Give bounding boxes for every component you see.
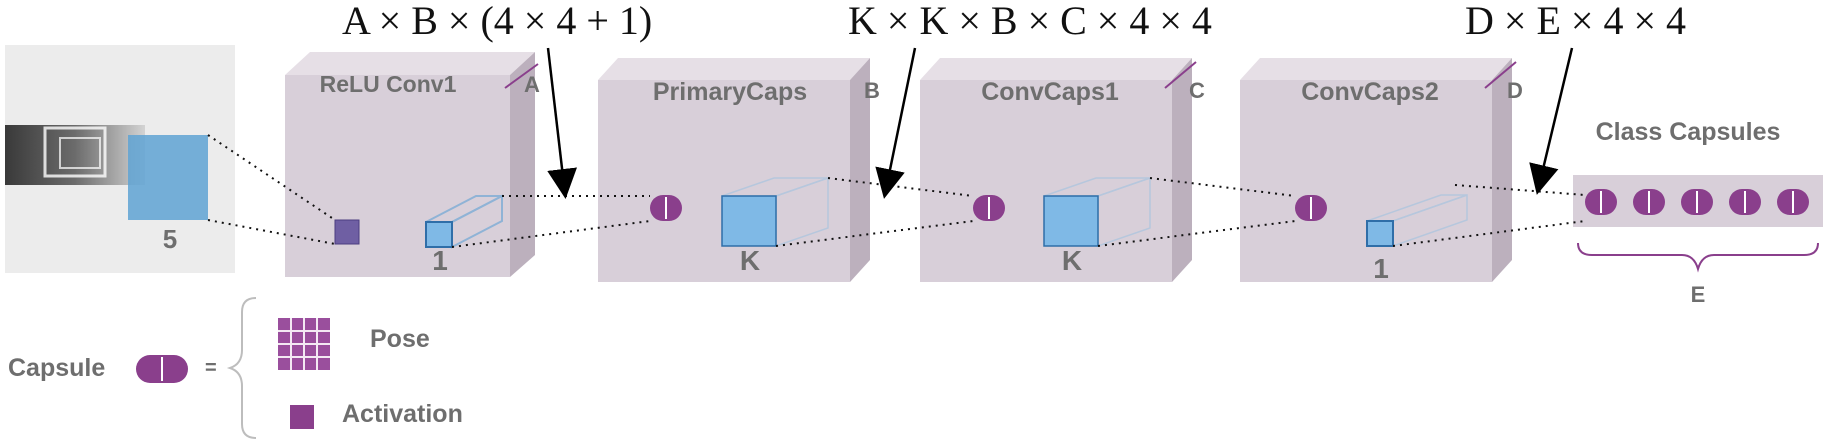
convcaps2-formula: D × E × 4 × 4 bbox=[1465, 0, 1686, 43]
primarycaps-capsule bbox=[650, 195, 682, 221]
formula-arrows bbox=[546, 47, 1574, 199]
convcaps2-depth-label: D bbox=[1507, 78, 1523, 103]
convcaps2-capsule bbox=[1295, 195, 1327, 221]
class-capsules-count-label: E bbox=[1691, 282, 1706, 307]
class-capsules-title: Class Capsules bbox=[1596, 118, 1781, 146]
primarycaps-depth-label: B bbox=[864, 78, 880, 103]
relu-conv1-box bbox=[285, 52, 539, 277]
input-receptive-field bbox=[128, 135, 208, 220]
class-capsule bbox=[1777, 189, 1809, 215]
input-image bbox=[5, 45, 235, 273]
pose-grid-icon bbox=[278, 318, 330, 370]
class-capsule bbox=[1729, 189, 1761, 215]
convcaps1-depth-label: C bbox=[1189, 78, 1205, 103]
convcaps1-title: ConvCaps1 bbox=[981, 78, 1119, 106]
legend-activation-label: Activation bbox=[342, 400, 463, 428]
convcaps1-capsule bbox=[973, 195, 1005, 221]
conv1-formula: A × B × (4 × 4 + 1) bbox=[342, 0, 652, 43]
legend-capsule-label: Capsule bbox=[8, 354, 105, 382]
convcaps2-kernel-size-label: 1 bbox=[1373, 253, 1389, 284]
conv1-input-patch bbox=[334, 219, 360, 245]
primarycaps-formula: K × K × B × C × 4 × 4 bbox=[848, 0, 1212, 43]
convcaps1-box bbox=[920, 58, 1197, 282]
input-kernel-size-label: 5 bbox=[163, 224, 177, 254]
primarycaps-kernel bbox=[721, 176, 829, 248]
relu-conv1-title: ReLU Conv1 bbox=[320, 71, 457, 97]
legend-equals: = bbox=[205, 357, 217, 379]
convcaps2-kernel bbox=[1366, 193, 1468, 248]
primarycaps-kernel-size-label: K bbox=[740, 245, 760, 276]
convcaps1-kernel-size-label: K bbox=[1062, 245, 1082, 276]
primarycaps-title: PrimaryCaps bbox=[653, 78, 807, 106]
legend-pose-label: Pose bbox=[370, 325, 430, 353]
class-capsule bbox=[1585, 189, 1617, 215]
class-capsule bbox=[1681, 189, 1713, 215]
class-capsules-brace bbox=[1577, 242, 1819, 273]
convcaps2-box bbox=[1240, 58, 1517, 282]
connection-lines bbox=[207, 134, 1586, 248]
convcaps1-kernel bbox=[1043, 176, 1151, 248]
legend-capsule-icon bbox=[136, 355, 188, 383]
relu-conv1-depth-label: A bbox=[524, 72, 540, 97]
activation-square-icon bbox=[290, 405, 314, 429]
convcaps2-title: ConvCaps2 bbox=[1301, 78, 1439, 106]
legend-brace bbox=[226, 297, 257, 439]
class-capsule-row bbox=[1585, 189, 1809, 215]
class-capsule bbox=[1633, 189, 1665, 215]
primarycaps-box bbox=[598, 58, 870, 282]
conv1-kernel-size-label: 1 bbox=[432, 245, 448, 276]
